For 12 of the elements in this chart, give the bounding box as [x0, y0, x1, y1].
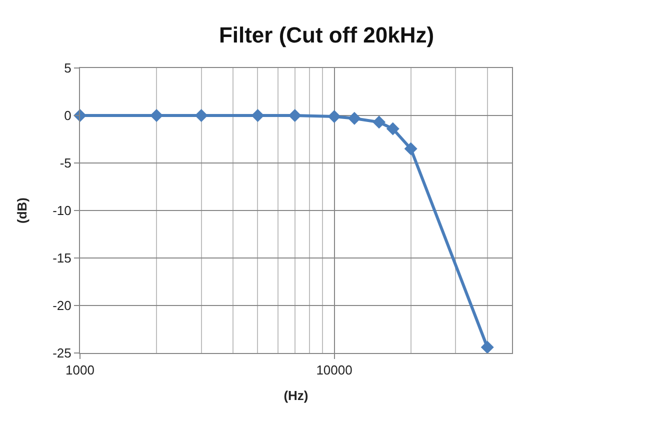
x-tick-label: 10000 [316, 362, 352, 378]
y-tick-label: -20 [52, 298, 72, 314]
y-tick-label: -15 [52, 250, 72, 266]
chart-title: Filter (Cut off 20kHz) [218, 22, 434, 48]
x-axis-title: (Hz) [284, 388, 308, 404]
y-tick-label: 0 [64, 108, 72, 124]
y-tick-label: 5 [64, 60, 72, 76]
y-axis-title: (dB) [14, 198, 30, 224]
y-tick-label: -10 [52, 203, 72, 218]
x-tick-label: 1000 [66, 362, 94, 378]
y-tick-label: -25 [52, 346, 72, 361]
y-tick-label: -5 [60, 156, 72, 171]
